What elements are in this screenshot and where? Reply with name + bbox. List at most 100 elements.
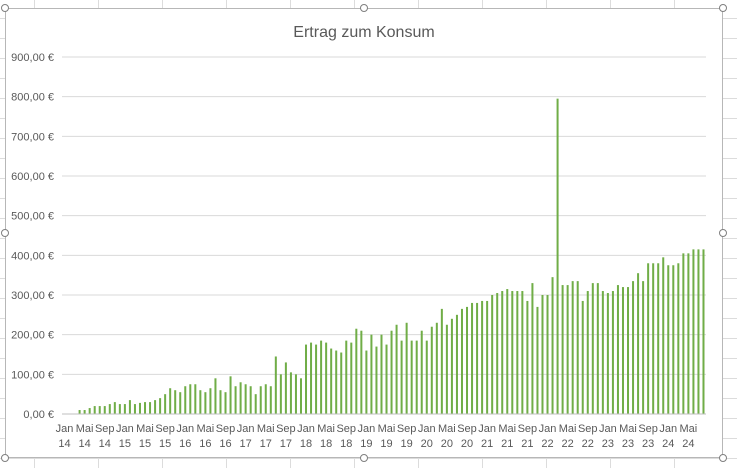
bar <box>345 340 348 414</box>
bar <box>702 249 705 414</box>
bar <box>264 384 267 414</box>
x-tick-label-year: 22 <box>562 438 574 450</box>
resize-handle-middle-left[interactable] <box>1 229 9 237</box>
x-tick-label-month: Jan <box>478 423 496 435</box>
x-tick-label-year: 15 <box>159 438 171 450</box>
y-tick-label: 600,00 € <box>11 171 54 183</box>
bar <box>315 344 318 414</box>
bar <box>88 408 91 414</box>
x-tick-label-month: Sep <box>276 423 296 435</box>
bar <box>632 281 635 414</box>
bar <box>420 330 423 414</box>
resize-handle-bottom-center[interactable] <box>360 454 368 462</box>
bar <box>214 378 217 414</box>
x-tick-label-year: 18 <box>340 438 352 450</box>
y-tick-label: 200,00 € <box>11 330 54 342</box>
bar <box>360 330 363 414</box>
bar <box>159 398 162 414</box>
bar <box>481 300 484 414</box>
x-tick-label-month: Mai <box>559 423 577 435</box>
x-tick-label-year: 17 <box>240 438 252 450</box>
bar <box>254 394 257 414</box>
bar <box>289 372 292 414</box>
resize-handle-top-left[interactable] <box>1 4 9 12</box>
chart-area[interactable]: Ertrag zum Konsum 0,00 €100,00 €200,00 €… <box>5 8 723 458</box>
bar <box>164 394 167 414</box>
x-tick-label-year: 21 <box>521 438 533 450</box>
bar <box>551 277 554 414</box>
x-tick-label-year: 21 <box>481 438 493 450</box>
bar <box>370 334 373 414</box>
bar <box>471 302 474 414</box>
bar <box>325 342 328 414</box>
bar <box>224 392 227 414</box>
x-tick-label-month: Mai <box>378 423 396 435</box>
x-tick-label-year: 19 <box>360 438 372 450</box>
bar <box>239 382 242 414</box>
bar <box>536 306 539 414</box>
bar <box>531 283 534 414</box>
bar <box>320 340 323 414</box>
bar <box>174 390 177 414</box>
resize-handle-bottom-right[interactable] <box>719 454 727 462</box>
x-tick-label-month: Sep <box>457 423 477 435</box>
x-tick-label-month: Jan <box>116 423 134 435</box>
chart-svg: Ertrag zum Konsum 0,00 €100,00 €200,00 €… <box>11 24 706 450</box>
x-tick-label-year: 20 <box>421 438 433 450</box>
x-tick-label-year: 14 <box>99 438 111 450</box>
bar <box>460 308 463 414</box>
x-tick-label-year: 16 <box>219 438 231 450</box>
x-tick-label-month: Sep <box>155 423 175 435</box>
x-tick-label-year: 15 <box>139 438 151 450</box>
x-tick-label-month: Sep <box>95 423 115 435</box>
x-tick-label-month: Jan <box>56 423 74 435</box>
bar <box>662 257 665 414</box>
resize-handle-middle-right[interactable] <box>719 229 727 237</box>
x-tick-label-year: 23 <box>602 438 614 450</box>
bar <box>697 249 700 414</box>
resize-handle-top-right[interactable] <box>719 4 727 12</box>
x-tick-label-year: 24 <box>682 438 694 450</box>
bar <box>204 392 207 414</box>
bar <box>576 281 579 414</box>
bar <box>385 344 388 414</box>
x-tick-label-month: Jan <box>358 423 376 435</box>
x-tick-label-year: 18 <box>320 438 332 450</box>
y-tick-label: 0,00 € <box>23 409 54 421</box>
bar <box>149 402 152 414</box>
bar <box>692 249 695 414</box>
bar <box>647 263 650 414</box>
bar <box>274 356 277 414</box>
bar <box>581 300 584 414</box>
bar <box>305 344 308 414</box>
bar <box>269 386 272 414</box>
bar <box>118 404 121 414</box>
bar <box>234 386 237 414</box>
bar <box>511 291 514 414</box>
bar <box>128 400 131 414</box>
bar <box>561 285 564 414</box>
bar <box>541 295 544 414</box>
bar <box>611 291 614 414</box>
x-tick-label-year: 22 <box>582 438 594 450</box>
bar <box>435 322 438 414</box>
bar <box>586 291 589 414</box>
bar <box>259 386 262 414</box>
x-tick-label-month: Jan <box>237 423 255 435</box>
bar <box>350 342 353 414</box>
bar <box>108 404 111 414</box>
bar <box>526 300 529 414</box>
bar <box>395 324 398 414</box>
bar <box>491 295 494 414</box>
x-tick-label-month: Sep <box>216 423 236 435</box>
bar <box>516 291 519 414</box>
x-tick-label-month: Mai <box>680 423 698 435</box>
x-tick-label-year: 16 <box>179 438 191 450</box>
resize-handle-bottom-left[interactable] <box>1 454 9 462</box>
bar <box>144 402 147 414</box>
bar <box>521 291 524 414</box>
x-tick-label-year: 15 <box>119 438 131 450</box>
bar <box>415 340 418 414</box>
resize-handle-top-center[interactable] <box>360 4 368 12</box>
bar <box>340 352 343 414</box>
